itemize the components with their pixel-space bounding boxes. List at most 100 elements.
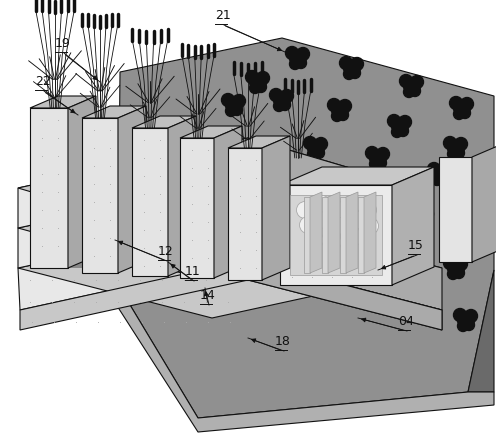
Circle shape — [296, 57, 307, 69]
Circle shape — [461, 233, 473, 244]
Circle shape — [463, 319, 475, 331]
Polygon shape — [472, 145, 496, 262]
Circle shape — [464, 310, 478, 323]
Circle shape — [389, 241, 402, 254]
Circle shape — [370, 150, 386, 167]
Circle shape — [426, 305, 436, 315]
Polygon shape — [18, 218, 442, 318]
Circle shape — [364, 281, 380, 298]
Polygon shape — [118, 135, 132, 268]
Circle shape — [360, 199, 371, 211]
Circle shape — [457, 320, 469, 332]
Circle shape — [447, 259, 464, 276]
Polygon shape — [248, 260, 442, 330]
Polygon shape — [248, 218, 442, 310]
Circle shape — [443, 257, 456, 270]
Polygon shape — [82, 118, 118, 273]
Circle shape — [300, 216, 316, 233]
Circle shape — [307, 232, 323, 249]
Circle shape — [338, 99, 352, 112]
Circle shape — [249, 82, 260, 94]
Circle shape — [399, 74, 413, 87]
Circle shape — [387, 115, 400, 128]
Circle shape — [333, 217, 351, 234]
Circle shape — [286, 47, 299, 60]
Circle shape — [301, 181, 313, 194]
Polygon shape — [168, 116, 196, 276]
Circle shape — [313, 147, 324, 159]
Circle shape — [449, 96, 462, 109]
Circle shape — [290, 181, 303, 194]
Circle shape — [323, 228, 340, 245]
Polygon shape — [346, 192, 358, 273]
Circle shape — [294, 193, 305, 203]
Circle shape — [420, 217, 431, 228]
Circle shape — [222, 94, 235, 107]
Text: 11: 11 — [185, 265, 201, 278]
Circle shape — [297, 202, 313, 219]
Polygon shape — [30, 96, 96, 108]
Circle shape — [354, 201, 365, 211]
Text: 14: 14 — [200, 289, 216, 302]
Circle shape — [345, 195, 362, 212]
Polygon shape — [18, 138, 248, 228]
Circle shape — [453, 309, 467, 322]
Circle shape — [344, 69, 355, 79]
Polygon shape — [214, 126, 242, 278]
Circle shape — [410, 86, 421, 96]
Circle shape — [314, 138, 327, 151]
Circle shape — [273, 100, 285, 112]
Polygon shape — [18, 178, 248, 268]
Polygon shape — [18, 138, 418, 238]
Circle shape — [362, 217, 378, 234]
Circle shape — [461, 224, 479, 241]
Circle shape — [421, 207, 434, 220]
Circle shape — [351, 57, 364, 70]
Circle shape — [454, 258, 468, 271]
Circle shape — [255, 82, 266, 92]
Circle shape — [459, 108, 471, 119]
Circle shape — [428, 163, 440, 176]
Circle shape — [339, 241, 351, 253]
Circle shape — [469, 221, 482, 234]
Polygon shape — [180, 138, 214, 278]
Polygon shape — [248, 138, 418, 228]
Polygon shape — [112, 285, 494, 432]
Circle shape — [333, 242, 345, 254]
Circle shape — [453, 99, 471, 116]
Text: 15: 15 — [408, 239, 424, 252]
Circle shape — [376, 147, 389, 160]
Circle shape — [453, 108, 464, 120]
Circle shape — [360, 202, 376, 219]
Circle shape — [370, 289, 380, 301]
Polygon shape — [228, 148, 262, 280]
Text: 19: 19 — [55, 37, 71, 50]
Circle shape — [398, 116, 412, 129]
Circle shape — [329, 231, 343, 244]
Circle shape — [226, 96, 243, 113]
Polygon shape — [132, 128, 168, 276]
Circle shape — [350, 189, 363, 202]
Polygon shape — [340, 197, 346, 273]
Circle shape — [316, 211, 333, 228]
Polygon shape — [304, 197, 310, 273]
Circle shape — [370, 159, 380, 169]
Circle shape — [432, 165, 448, 182]
Text: 22: 22 — [35, 75, 51, 88]
Circle shape — [420, 306, 431, 316]
Polygon shape — [280, 185, 392, 285]
Polygon shape — [468, 270, 494, 392]
Polygon shape — [310, 192, 322, 273]
Polygon shape — [82, 106, 146, 118]
Circle shape — [333, 233, 351, 250]
Circle shape — [410, 207, 423, 220]
Circle shape — [273, 91, 291, 108]
Circle shape — [432, 175, 442, 185]
Circle shape — [420, 297, 436, 314]
Circle shape — [437, 173, 448, 185]
Text: 18: 18 — [275, 335, 291, 348]
Circle shape — [256, 72, 269, 85]
Circle shape — [249, 73, 266, 90]
Circle shape — [290, 49, 307, 66]
Circle shape — [454, 138, 468, 151]
